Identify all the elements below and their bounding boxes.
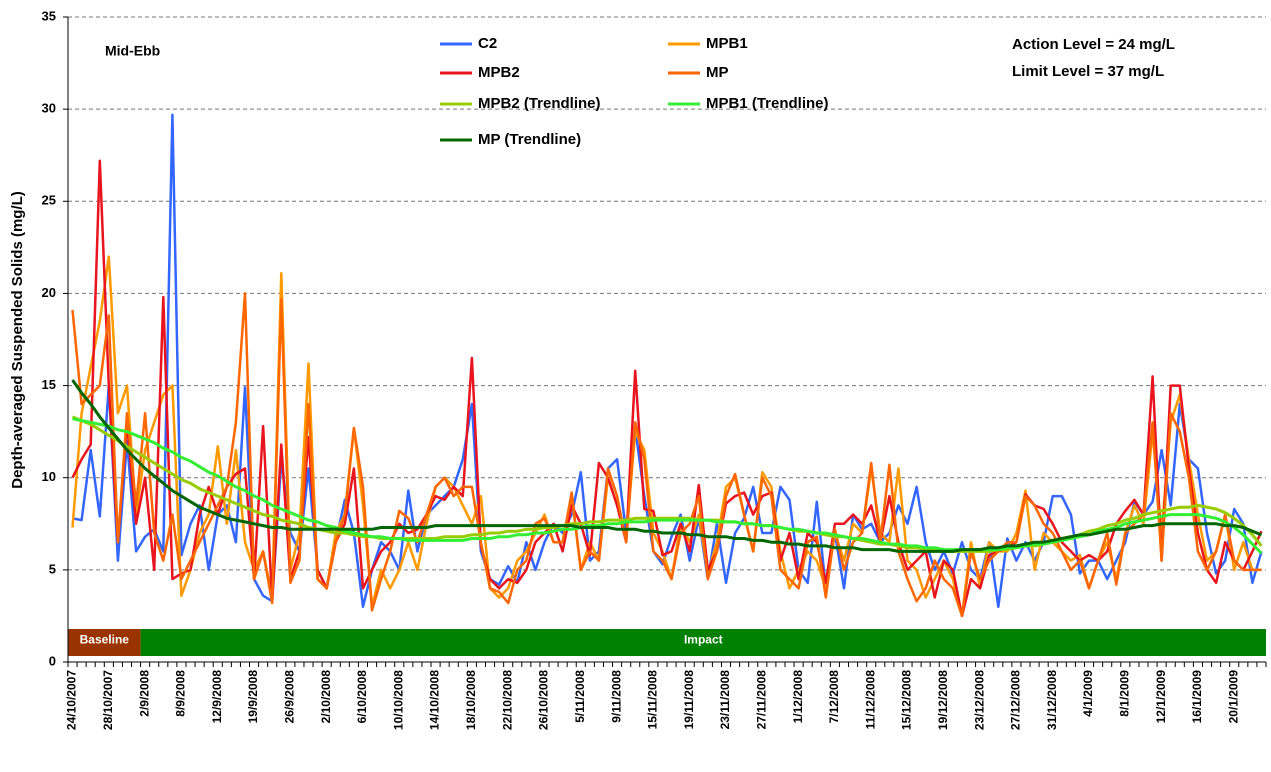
y-tick-label: 20 <box>42 285 56 300</box>
x-tick-label: 31/12/2008 <box>1045 670 1059 730</box>
x-tick-label: 19/11/2008 <box>682 670 696 730</box>
legend-label: C2 <box>478 35 497 52</box>
series-line <box>71 159 1263 618</box>
x-tick-label: 15/11/2008 <box>646 670 660 730</box>
phase-bar <box>140 629 1266 656</box>
legend-label: MPB1 (Trendline) <box>706 95 829 112</box>
legend-label: MPB2 <box>478 64 520 81</box>
y-tick-label: 30 <box>42 101 56 116</box>
x-tick-label: 9/11/2008 <box>609 670 623 723</box>
legend-label: MPB2 (Trendline) <box>478 95 601 112</box>
x-tick-label: 5/11/2008 <box>573 670 587 723</box>
x-tick-label: 14/10/2008 <box>428 670 442 730</box>
x-tick-label: 12/9/2008 <box>210 670 224 724</box>
y-axis-title: Depth-averaged Suspended Solids (mg/L) <box>9 191 26 489</box>
x-tick-label: 24/10/2007 <box>65 670 79 730</box>
phase-label: Impact <box>684 633 723 647</box>
x-tick-label: 20/1/2009 <box>1226 670 1240 724</box>
x-tick-label: 23/12/2008 <box>972 670 986 730</box>
legend-label: MP (Trendline) <box>478 131 581 148</box>
x-tick-label: 27/12/2008 <box>1009 670 1023 730</box>
y-tick-label: 10 <box>42 469 56 484</box>
x-tick-label: 22/10/2008 <box>500 670 514 730</box>
annotation: Action Level = 24 mg/L <box>1012 36 1175 53</box>
x-tick-label: 18/10/2008 <box>464 670 478 730</box>
x-tick-label: 15/12/2008 <box>900 670 914 730</box>
x-tick-label: 10/10/2008 <box>391 670 405 730</box>
x-tick-label: 6/10/2008 <box>355 670 369 724</box>
x-tick-label: 26/10/2008 <box>537 670 551 730</box>
x-tick-label: 2/10/2008 <box>319 670 333 724</box>
x-tick-label: 19/12/2008 <box>936 670 950 730</box>
x-tick-label: 4/1/2009 <box>1081 670 1095 717</box>
legend-label: MPB1 <box>706 35 748 52</box>
y-tick-label: 15 <box>42 377 56 392</box>
annotation: Mid-Ebb <box>105 43 160 59</box>
series-line <box>71 292 1262 618</box>
y-tick-label: 5 <box>49 561 56 576</box>
x-tick-label: 12/1/2009 <box>1154 670 1168 724</box>
x-tick-label: 2/9/2008 <box>137 670 151 717</box>
x-tick-label: 1/12/2008 <box>791 670 805 724</box>
x-tick-label: 8/1/2009 <box>1117 670 1131 717</box>
legend-label: MP <box>706 64 729 81</box>
series-line <box>72 417 1263 555</box>
phase-bar <box>68 629 141 656</box>
x-tick-label: 27/11/2008 <box>754 670 768 730</box>
y-tick-label: 25 <box>42 193 56 208</box>
x-tick-label: 23/11/2008 <box>718 670 732 730</box>
x-tick-label: 16/1/2009 <box>1190 670 1204 724</box>
phase-label: Baseline <box>80 633 130 647</box>
x-tick-label: 19/9/2008 <box>246 670 260 724</box>
x-tick-label: 8/9/2008 <box>174 670 188 717</box>
x-tick-label: 7/12/2008 <box>827 670 841 724</box>
y-tick-label: 0 <box>49 653 56 668</box>
x-tick-label: 26/9/2008 <box>283 670 297 724</box>
annotation: Limit Level = 37 mg/L <box>1012 63 1164 80</box>
x-tick-label: 28/10/2007 <box>101 670 115 730</box>
series-line <box>71 255 1262 618</box>
y-tick-label: 35 <box>42 8 56 23</box>
x-tick-label: 11/12/2008 <box>863 670 877 730</box>
series-line <box>71 379 1263 553</box>
